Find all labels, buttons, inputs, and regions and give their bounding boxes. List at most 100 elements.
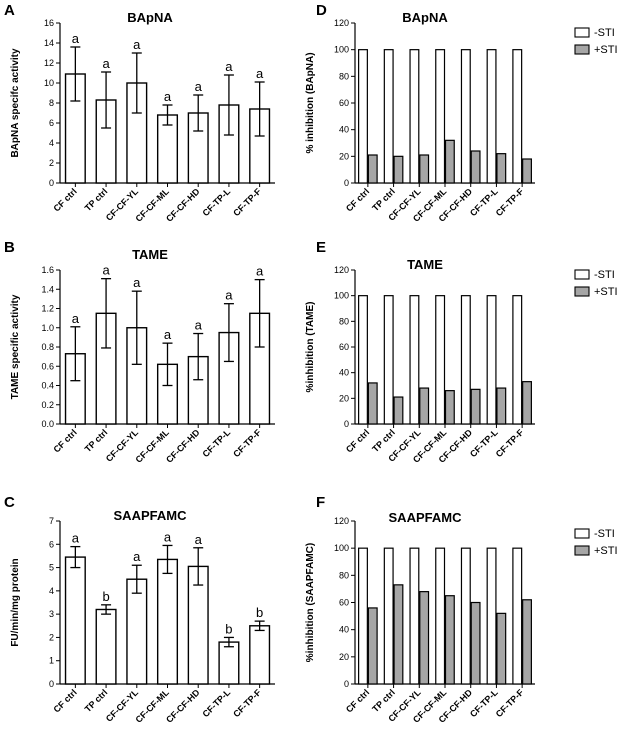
bar-plus-sti-d: [393, 155, 404, 184]
legend-label-minus-sti: -STI: [594, 528, 615, 540]
chart-title-c: SAAPFAMC: [114, 508, 188, 523]
bar-plus-sti-d: [470, 150, 481, 184]
y-tick-label-c: 6: [49, 539, 54, 549]
y-tick-label-c: 4: [49, 586, 54, 596]
category-label-a: CF-TP-F: [231, 186, 263, 218]
category-label-b: CF ctrl: [52, 427, 79, 454]
y-tick-label-f: 100: [334, 543, 349, 553]
y-tick-label-a: 4: [49, 138, 54, 148]
bar-c: [156, 558, 179, 685]
y-tick-label-f: 40: [339, 625, 349, 635]
y-tick-label-f: 80: [339, 570, 349, 580]
category-label-b: TP ctrl: [83, 427, 110, 454]
bar-minus-sti-f: [358, 547, 368, 685]
bar-minus-sti-e: [435, 295, 446, 425]
y-tick-label-b: 1.4: [41, 284, 54, 294]
bar-plus-sti-d: [367, 154, 378, 184]
legend-swatch-minus-sti: [574, 528, 590, 539]
category-label-a: CF-TP-L: [201, 186, 233, 218]
bar-plus-sti-d: [496, 153, 507, 184]
bar-minus-sti-f: [409, 547, 420, 685]
y-tick-label-d: 60: [339, 98, 349, 108]
panel-letter-e: E: [316, 239, 326, 256]
category-label-a: CF ctrl: [52, 186, 79, 213]
y-axis-label-e: %inhibition (TAME): [305, 302, 316, 393]
bar-minus-sti-d: [383, 49, 394, 184]
y-tick-label-f: 120: [334, 516, 349, 526]
bar-c: [249, 625, 271, 685]
y-axis-label-a: BApNA specifc activity: [10, 48, 21, 158]
panel-e: E TAME %inhibition (TAME) 0 20 40 60 80 100 120 CF…: [305, 239, 618, 465]
y-tick-label-f: 0: [344, 679, 349, 689]
panel-d: D BApNA % inhibition (BApNA) 0 20 40 60 80 100 12…: [305, 2, 618, 224]
panel-letter-b: B: [4, 239, 15, 256]
category-label-c: CF-CF-HD: [164, 687, 202, 725]
y-tick-label-c: 5: [49, 563, 54, 573]
legend-label-minus-sti: -STI: [594, 27, 615, 39]
y-tick-label-b: 0.4: [41, 381, 54, 391]
significance-letter-c: a: [72, 531, 80, 546]
bar-minus-sti-e: [460, 295, 471, 425]
legend-d: -STI +STI: [574, 27, 618, 56]
significance-letter-b: a: [256, 264, 264, 279]
bar-plus-sti-f: [522, 599, 532, 685]
category-label-d: CF-TP-F: [494, 186, 526, 218]
bar-c: [95, 608, 117, 685]
y-tick-label-e: 120: [334, 265, 349, 275]
category-label-e: CF-TP-F: [494, 427, 526, 459]
legend-f: -STI +STI: [574, 528, 618, 557]
panel-letter-f: F: [316, 494, 325, 511]
bar-c: [64, 556, 86, 685]
legend-swatch-plus-sti: [574, 44, 590, 55]
y-tick-label-b: 0.2: [41, 400, 54, 410]
legend-swatch-minus-sti: [574, 27, 590, 38]
bar-plus-sti-f: [444, 595, 455, 685]
y-tick-label-c: 2: [49, 632, 54, 642]
y-tick-label-e: 0: [344, 419, 349, 429]
significance-letter-c: a: [164, 529, 172, 544]
y-tick-label-f: 60: [339, 598, 349, 608]
category-label-c: CF-TP-F: [231, 687, 263, 719]
significance-letter-b: a: [102, 263, 110, 278]
bar-minus-sti-f: [486, 547, 497, 685]
y-tick-label-d: 20: [339, 151, 349, 161]
panel-letter-a: A: [4, 2, 15, 19]
y-tick-label-e: 80: [339, 316, 349, 326]
y-tick-label-a: 2: [49, 158, 54, 168]
significance-letter-c: b: [256, 605, 263, 620]
chart-title-d: BApNA: [402, 10, 448, 25]
legend-label-minus-sti: -STI: [594, 269, 615, 281]
legend-swatch-plus-sti: [574, 286, 590, 297]
bar-minus-sti-e: [512, 295, 523, 425]
bar-plus-sti-e: [496, 387, 507, 425]
bar-minus-sti-f: [512, 547, 523, 685]
y-tick-label-e: 40: [339, 368, 349, 378]
bar-minus-sti-d: [409, 49, 420, 184]
bar-minus-sti-f: [435, 547, 446, 685]
y-tick-label-a: 8: [49, 98, 54, 108]
bar-minus-sti-d: [460, 49, 471, 184]
panel-b: B TAME TAME specific activity 0.0 0.2 0.4 0.6 0…: [4, 239, 275, 465]
y-tick-label-d: 80: [339, 71, 349, 81]
legend-label-plus-sti: +STI: [594, 44, 618, 56]
y-tick-label-b: 1.6: [41, 265, 54, 275]
bar-plus-sti-f: [470, 601, 481, 685]
category-label-d: CF ctrl: [344, 186, 371, 213]
significance-letter-c: a: [133, 549, 141, 564]
chart-title-b: TAME: [132, 247, 168, 262]
y-tick-label-e: 100: [334, 291, 349, 301]
bar-plus-sti-d: [419, 154, 430, 184]
y-tick-label-d: 120: [334, 18, 349, 28]
y-tick-label-a: 6: [49, 118, 54, 128]
y-tick-label-c: 0: [49, 679, 54, 689]
panel-f: F SAAPFAMC %inhibition (SAAPFAMC) 0 20 40 60 80…: [305, 494, 618, 725]
y-tick-label-d: 0: [344, 178, 349, 188]
bar-plus-sti-e: [419, 387, 430, 425]
y-tick-label-a: 14: [44, 38, 54, 48]
y-tick-label-e: 20: [339, 393, 349, 403]
bar-minus-sti-e: [486, 295, 497, 425]
significance-letter-a: a: [256, 66, 264, 81]
significance-letter-b: a: [164, 327, 172, 342]
y-tick-label-b: 0.8: [41, 342, 54, 352]
